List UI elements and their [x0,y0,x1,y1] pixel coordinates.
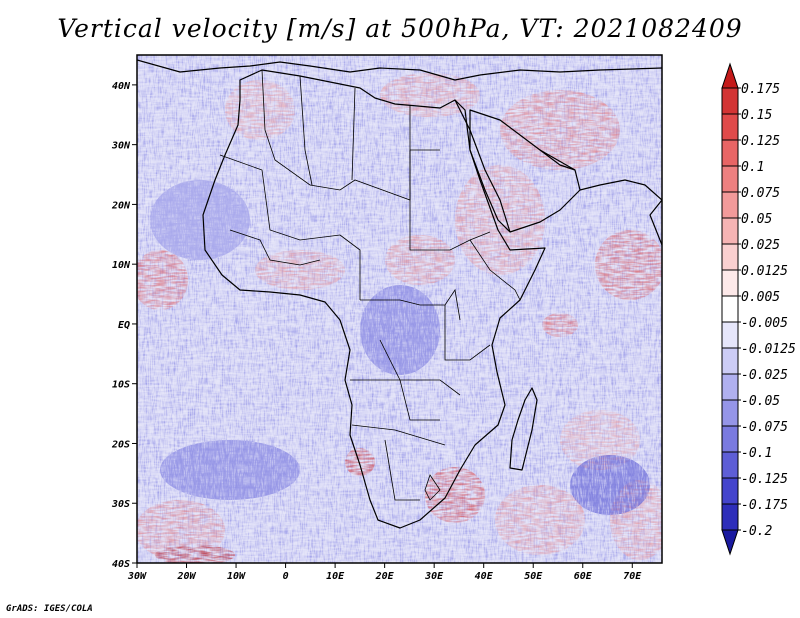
colorbar-label: -0.025 [741,368,788,383]
downward-motion-patches [150,180,650,515]
colorbar-label: 0.025 [741,238,780,253]
madagascar [509,387,538,471]
colorbar-label: 0.005 [741,290,780,305]
colorbar-label: 0.175 [741,82,780,97]
colorbar-label: -0.2 [741,524,772,539]
africa-coastline [202,69,546,529]
arabia [469,109,581,233]
india-coast [649,199,662,246]
colorbar-label: -0.05 [741,394,780,409]
colorbar-swatch [721,451,739,479]
colorbar-swatch [721,139,739,167]
colorbar-label: -0.005 [741,316,788,331]
colorbar-label: 0.125 [741,134,780,149]
upward-motion-patches [137,73,662,563]
colorbar-swatch [721,87,739,115]
asia-coast [579,179,662,201]
colorbar-swatch [721,113,739,141]
lat-tick-label: 30S [111,499,130,510]
lon-tick-label: 10W [227,571,246,582]
colorbar-label: -0.0125 [741,342,796,357]
lat-tick-label: 30N [111,141,131,152]
colorbar-swatch [721,425,739,453]
lon-tick-label: 50E [524,571,543,582]
lon-tick-label: 10E [326,571,345,582]
colorbar-swatch [721,503,739,531]
colorbar-bottom-arrow [721,529,739,556]
lon-tick-label: 0 [283,571,289,582]
lon-tick-label: 60E [574,571,593,582]
vertical-velocity-field [137,55,662,563]
lon-tick-label: 30W [127,571,147,582]
colorbar-label: -0.125 [741,472,788,487]
colorbar-swatch [721,217,739,245]
colorbar-label: 0.075 [741,186,780,201]
colorbar-swatch [721,243,739,271]
lat-tick-label: 20N [111,200,131,211]
lon-tick-label: 20W [176,571,196,582]
colorbar-label: -0.175 [741,498,788,513]
europe-coast [137,59,662,81]
colorbar-swatch [721,321,739,349]
colorbar-swatch [721,373,739,401]
lon-tick-label: 20E [375,571,395,582]
grads-credit: GrADS: IGES/COLA [6,604,93,614]
colorbar-swatch [721,399,739,427]
lon-tick-label: 30E [424,571,444,582]
latitude-axis: 40N 30N 20N 10N EQ 10S 20S 30S 40S [111,81,137,570]
country-borders [219,69,521,501]
colorbar-label: -0.1 [741,446,772,461]
lat-tick-label: 10S [112,380,130,391]
map-title: Vertical velocity [m/s] at 500hPa, VT: 2… [57,14,743,43]
colorbar-swatch [721,165,739,193]
colorbar-swatch [721,295,739,323]
longitude-axis: 30W 20W 10W 0 10E 20E 30E 40E 50E 60E 70E [127,563,642,582]
colorbar-label: 0.0125 [741,264,788,279]
colorbar-label: 0.05 [741,212,772,227]
lon-tick-label: 70E [623,571,642,582]
colorbar-top-arrow [721,62,739,89]
lat-tick-label: 20S [111,439,130,450]
colorbar-swatch [721,477,739,505]
lon-tick-label: 40E [475,571,494,582]
colorbar-label: 0.15 [741,108,772,123]
coastlines-and-borders [137,59,662,529]
colorbar-swatch [721,347,739,375]
colorbar-label: -0.075 [741,420,788,435]
lat-tick-label: EQ [118,320,130,331]
lat-tick-label: 40N [112,81,131,92]
colorbar: 0.175 0.15 0.125 0.1 0.075 0.05 0.025 0.0125 0.0… [721,62,796,556]
map-frame [136,54,663,564]
lat-tick-label: 10N [112,260,131,271]
lat-tick-label: 40S [112,559,130,570]
colorbar-swatch [721,269,739,297]
colorbar-swatch [721,191,739,219]
colorbar-label: 0.1 [741,160,764,175]
persian-gulf [539,149,576,171]
red-sea [454,99,511,233]
